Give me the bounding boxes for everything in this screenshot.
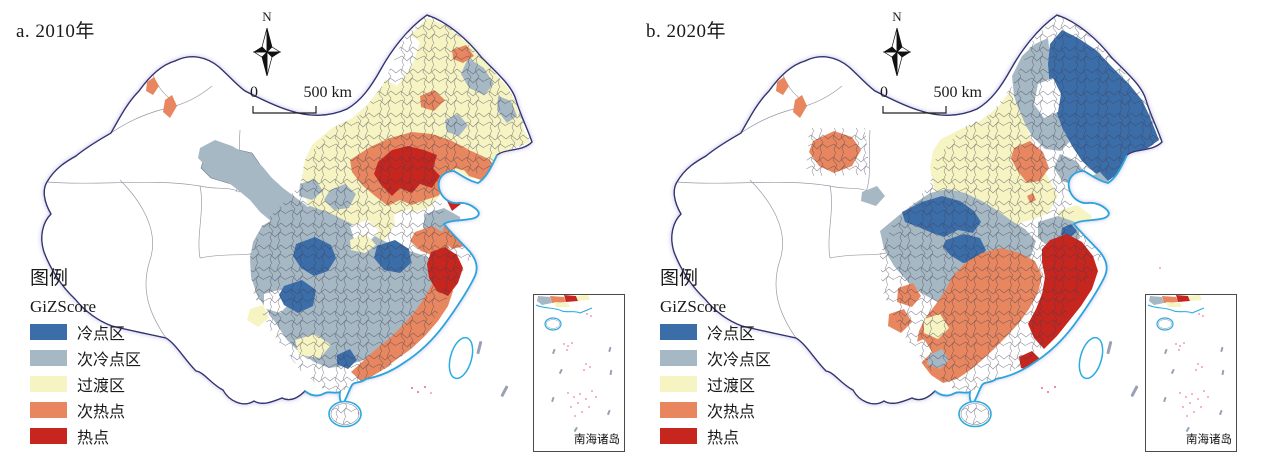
legend-item-subcold: 次冷点区 xyxy=(660,350,850,369)
legend-item-subhot: 次热点 xyxy=(660,402,850,421)
map-panel-2020: b. 2020年 N 0 500 km 图例 Gi xyxy=(630,0,1269,453)
scale-bar: 0 500 km xyxy=(880,84,982,115)
inset-map xyxy=(1147,295,1225,432)
inset-map xyxy=(535,295,613,432)
hotspot-regions-2020 xyxy=(676,15,1162,396)
legend-title: 图例 xyxy=(660,268,699,289)
south-china-sea-inset: 南海诸岛 xyxy=(1145,294,1237,452)
legend-item-hot: 热点 xyxy=(660,428,850,447)
scale-bar: 0 500 km xyxy=(250,84,352,115)
compass-rose: N xyxy=(247,10,287,81)
taiwan-island xyxy=(448,336,474,380)
inset-label: 南海诸岛 xyxy=(1186,434,1232,446)
color-swatch-hot xyxy=(30,428,67,444)
scale-rule xyxy=(252,106,317,114)
legend-item-transition: 过渡区 xyxy=(30,376,220,395)
china-map-2010 xyxy=(41,14,533,428)
scale-start: 0 xyxy=(880,84,888,101)
color-swatch-transition xyxy=(660,376,697,392)
legend-item-subcold: 次冷点区 xyxy=(30,350,220,369)
china-map-2020 xyxy=(671,14,1163,428)
small-islands-dots xyxy=(410,385,432,394)
taiwan-island xyxy=(1078,336,1104,380)
compass-star-icon xyxy=(882,27,912,77)
legend-item-subhot: 次热点 xyxy=(30,402,220,421)
scale-rule xyxy=(882,106,947,114)
legend-item-hot: 热点 xyxy=(30,428,220,447)
color-swatch-subcold xyxy=(30,350,67,366)
legend-item-cold: 冷点区 xyxy=(660,324,850,343)
legend-subtitle: GiZScore xyxy=(30,297,97,316)
legend-title: 图例 xyxy=(30,268,69,289)
panel-title-2020: b. 2020年 xyxy=(646,21,727,42)
color-swatch-transition xyxy=(30,376,67,392)
compass-rose: N xyxy=(877,10,917,81)
color-swatch-cold xyxy=(30,324,67,340)
color-swatch-hot xyxy=(660,428,697,444)
color-swatch-subhot xyxy=(660,402,697,418)
scale-start: 0 xyxy=(250,84,258,101)
scale-end: 500 km xyxy=(303,84,352,101)
legend-item-cold: 冷点区 xyxy=(30,324,220,343)
color-swatch-subhot xyxy=(30,402,67,418)
legend-item-transition: 过渡区 xyxy=(660,376,850,395)
compass-star-icon xyxy=(252,27,282,77)
small-islands-dots xyxy=(1040,267,1161,394)
legend: 图例 GiZScore 冷点区 次冷点区 过渡区 次热点 热点 xyxy=(660,268,850,453)
color-swatch-cold xyxy=(660,324,697,340)
north-label: N xyxy=(262,9,272,24)
inset-label: 南海诸岛 xyxy=(574,434,620,446)
legend: 图例 GiZScore 冷点区 次冷点区 过渡区 次热点 热点 xyxy=(30,268,220,453)
legend-subtitle: GiZScore xyxy=(660,297,727,316)
north-label: N xyxy=(892,9,902,24)
map-panel-2010: a. 2010年 N 0 500 km 图例 Gi xyxy=(0,0,630,453)
south-china-sea-inset: 南海诸岛 xyxy=(533,294,625,452)
color-swatch-subcold xyxy=(660,350,697,366)
panel-title-2010: a. 2010年 xyxy=(16,21,95,42)
scale-end: 500 km xyxy=(933,84,982,101)
